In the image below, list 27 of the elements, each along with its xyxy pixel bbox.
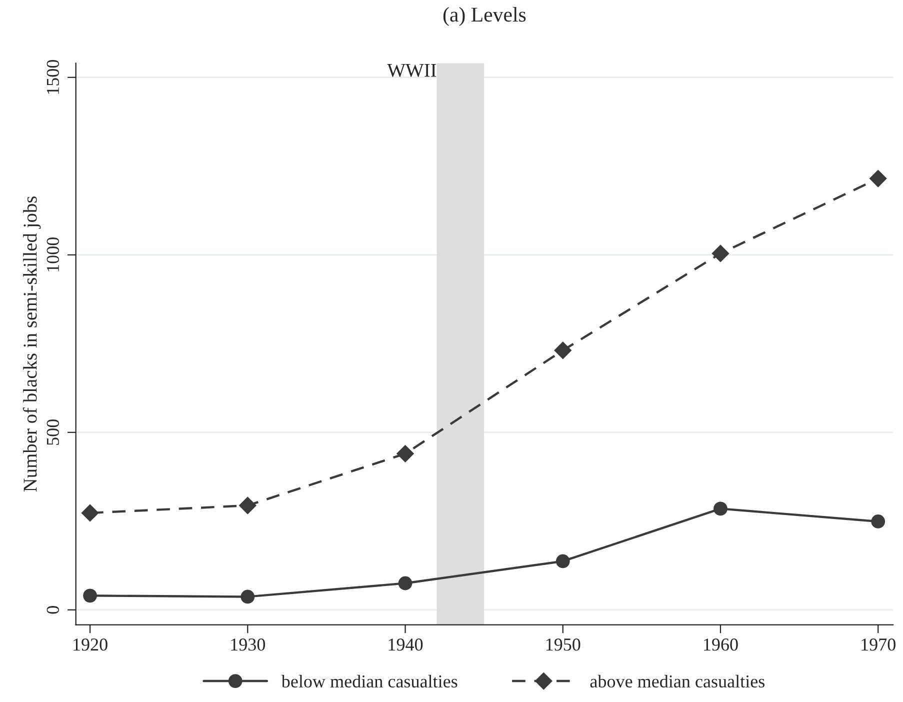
point [396,444,414,463]
point [556,554,570,568]
point [81,504,99,522]
point [238,496,256,514]
point [83,588,97,603]
y-tick-label: 1000 [46,238,59,272]
band-label: WWII [387,64,436,77]
y-axis-title: Number of blacks in semi-skilled jobs [22,196,41,492]
point [240,590,255,604]
legend-label: below median casualties [281,674,458,688]
x-tick-label: 1960 [704,638,738,651]
y-tick-label: 1500 [46,60,59,94]
legend-label: above median casualties [590,674,765,688]
point [712,244,730,262]
point [398,576,412,590]
point [714,502,728,516]
y-tick-label: 500 [46,420,59,445]
x-tick-label: 1930 [231,638,266,651]
chart-title: (a) Levels [443,7,526,26]
x-tick-label: 1940 [388,638,423,651]
x-tick-label: 1950 [546,638,580,651]
x-tick-label: 1920 [74,638,108,651]
point [869,170,887,188]
y-tick-label: 0 [46,606,59,614]
x-tick-label: 1970 [862,638,896,651]
point [554,342,572,360]
point [871,514,886,528]
